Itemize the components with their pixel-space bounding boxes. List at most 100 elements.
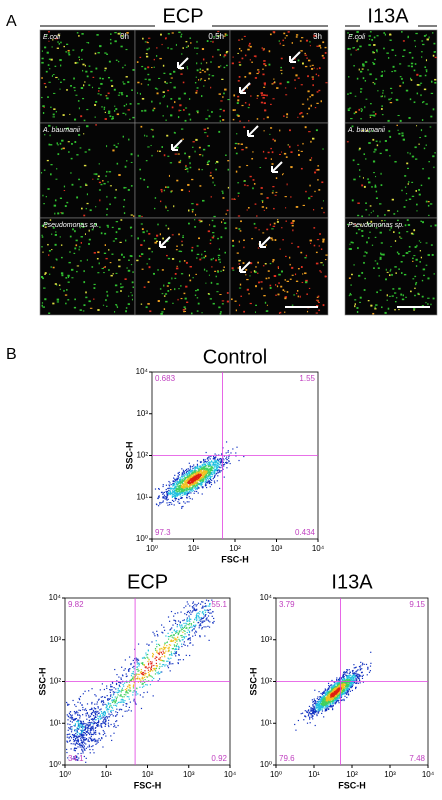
event-dot [208, 456, 210, 458]
event-dot [220, 461, 222, 464]
event-dot [196, 608, 198, 610]
event-dot [138, 673, 140, 676]
event-dot [175, 651, 177, 654]
event-dot [163, 626, 165, 628]
event-dot [163, 647, 165, 649]
bacterium [184, 310, 187, 313]
quadrant-value: 0.92 [211, 754, 227, 763]
event-dot [180, 643, 183, 645]
event-dot [177, 645, 179, 647]
bacterium [66, 89, 68, 91]
bacterium [403, 273, 407, 276]
bacterium [271, 192, 274, 194]
event-dot [111, 686, 113, 688]
event-dot [83, 737, 85, 739]
bacterium [238, 39, 241, 41]
event-dot [92, 738, 94, 740]
bacterium [250, 271, 252, 273]
bacterium [68, 261, 71, 264]
event-dot [220, 461, 222, 463]
bacterium [401, 272, 403, 274]
bacterium [102, 304, 105, 306]
event-dot [83, 729, 85, 731]
event-dot [110, 686, 112, 688]
event-dot [66, 734, 68, 736]
bacterium [297, 153, 300, 156]
event-dot [179, 478, 181, 481]
event-dot [176, 492, 178, 494]
bacterium [356, 310, 359, 313]
event-dot [76, 727, 78, 729]
event-dot [172, 648, 174, 650]
event-dot [187, 478, 189, 480]
bacterium [413, 308, 416, 310]
event-dot [351, 676, 353, 678]
event-dot [149, 661, 152, 663]
event-dot [312, 718, 314, 720]
event-dot [209, 480, 211, 482]
bacterium [226, 50, 229, 53]
event-dot [114, 668, 116, 671]
bacterium [181, 244, 184, 246]
event-dot [185, 479, 188, 481]
bacterium [217, 66, 221, 68]
event-dot [156, 503, 158, 506]
event-dot [175, 497, 177, 500]
event-dot [207, 457, 209, 459]
bacterium [48, 143, 51, 146]
bacterium [384, 33, 386, 36]
event-dot [222, 457, 224, 460]
bacterium [45, 86, 47, 88]
bacterium [107, 181, 109, 183]
event-dot [213, 480, 216, 482]
event-dot [148, 662, 150, 664]
event-dot [178, 494, 180, 496]
event-dot [120, 701, 122, 703]
bacterium [359, 169, 361, 171]
bacterium [300, 167, 303, 170]
bacterium [239, 230, 242, 232]
bacterium [163, 295, 166, 297]
event-dot [177, 488, 179, 490]
event-dot [97, 721, 100, 723]
bacterium [72, 228, 74, 231]
bacterium [198, 219, 201, 221]
bacterium [264, 263, 267, 265]
event-dot [188, 488, 190, 490]
bacterium [225, 51, 228, 54]
event-dot [203, 461, 205, 463]
bacterium [120, 253, 123, 256]
bacterium [89, 209, 92, 212]
event-dot [71, 717, 74, 719]
bacterium [85, 296, 88, 299]
event-dot [166, 641, 168, 644]
event-dot [78, 697, 80, 700]
bacterium [106, 97, 109, 100]
bacterium [434, 56, 437, 59]
bacterium [218, 93, 222, 95]
event-dot [186, 617, 188, 619]
event-dot [103, 719, 105, 721]
event-dot [196, 465, 199, 467]
bacterium [224, 33, 227, 35]
event-dot [175, 484, 178, 486]
bacterium [383, 32, 385, 34]
event-dot [73, 740, 76, 742]
bacterium [210, 258, 213, 261]
event-dot [108, 702, 110, 705]
bacterium [97, 93, 100, 95]
bacterium [123, 104, 126, 107]
event-dot [205, 619, 207, 621]
bacterium [108, 269, 110, 271]
bacterium [318, 309, 321, 311]
event-dot [202, 466, 204, 468]
bacterium [200, 62, 202, 65]
event-dot [185, 474, 187, 476]
event-dot [189, 471, 191, 473]
bacterium [369, 114, 372, 116]
bacterium [379, 152, 382, 155]
bacterium [359, 175, 361, 178]
bacterium [368, 214, 370, 216]
bacterium [387, 307, 390, 310]
event-dot [110, 709, 112, 712]
